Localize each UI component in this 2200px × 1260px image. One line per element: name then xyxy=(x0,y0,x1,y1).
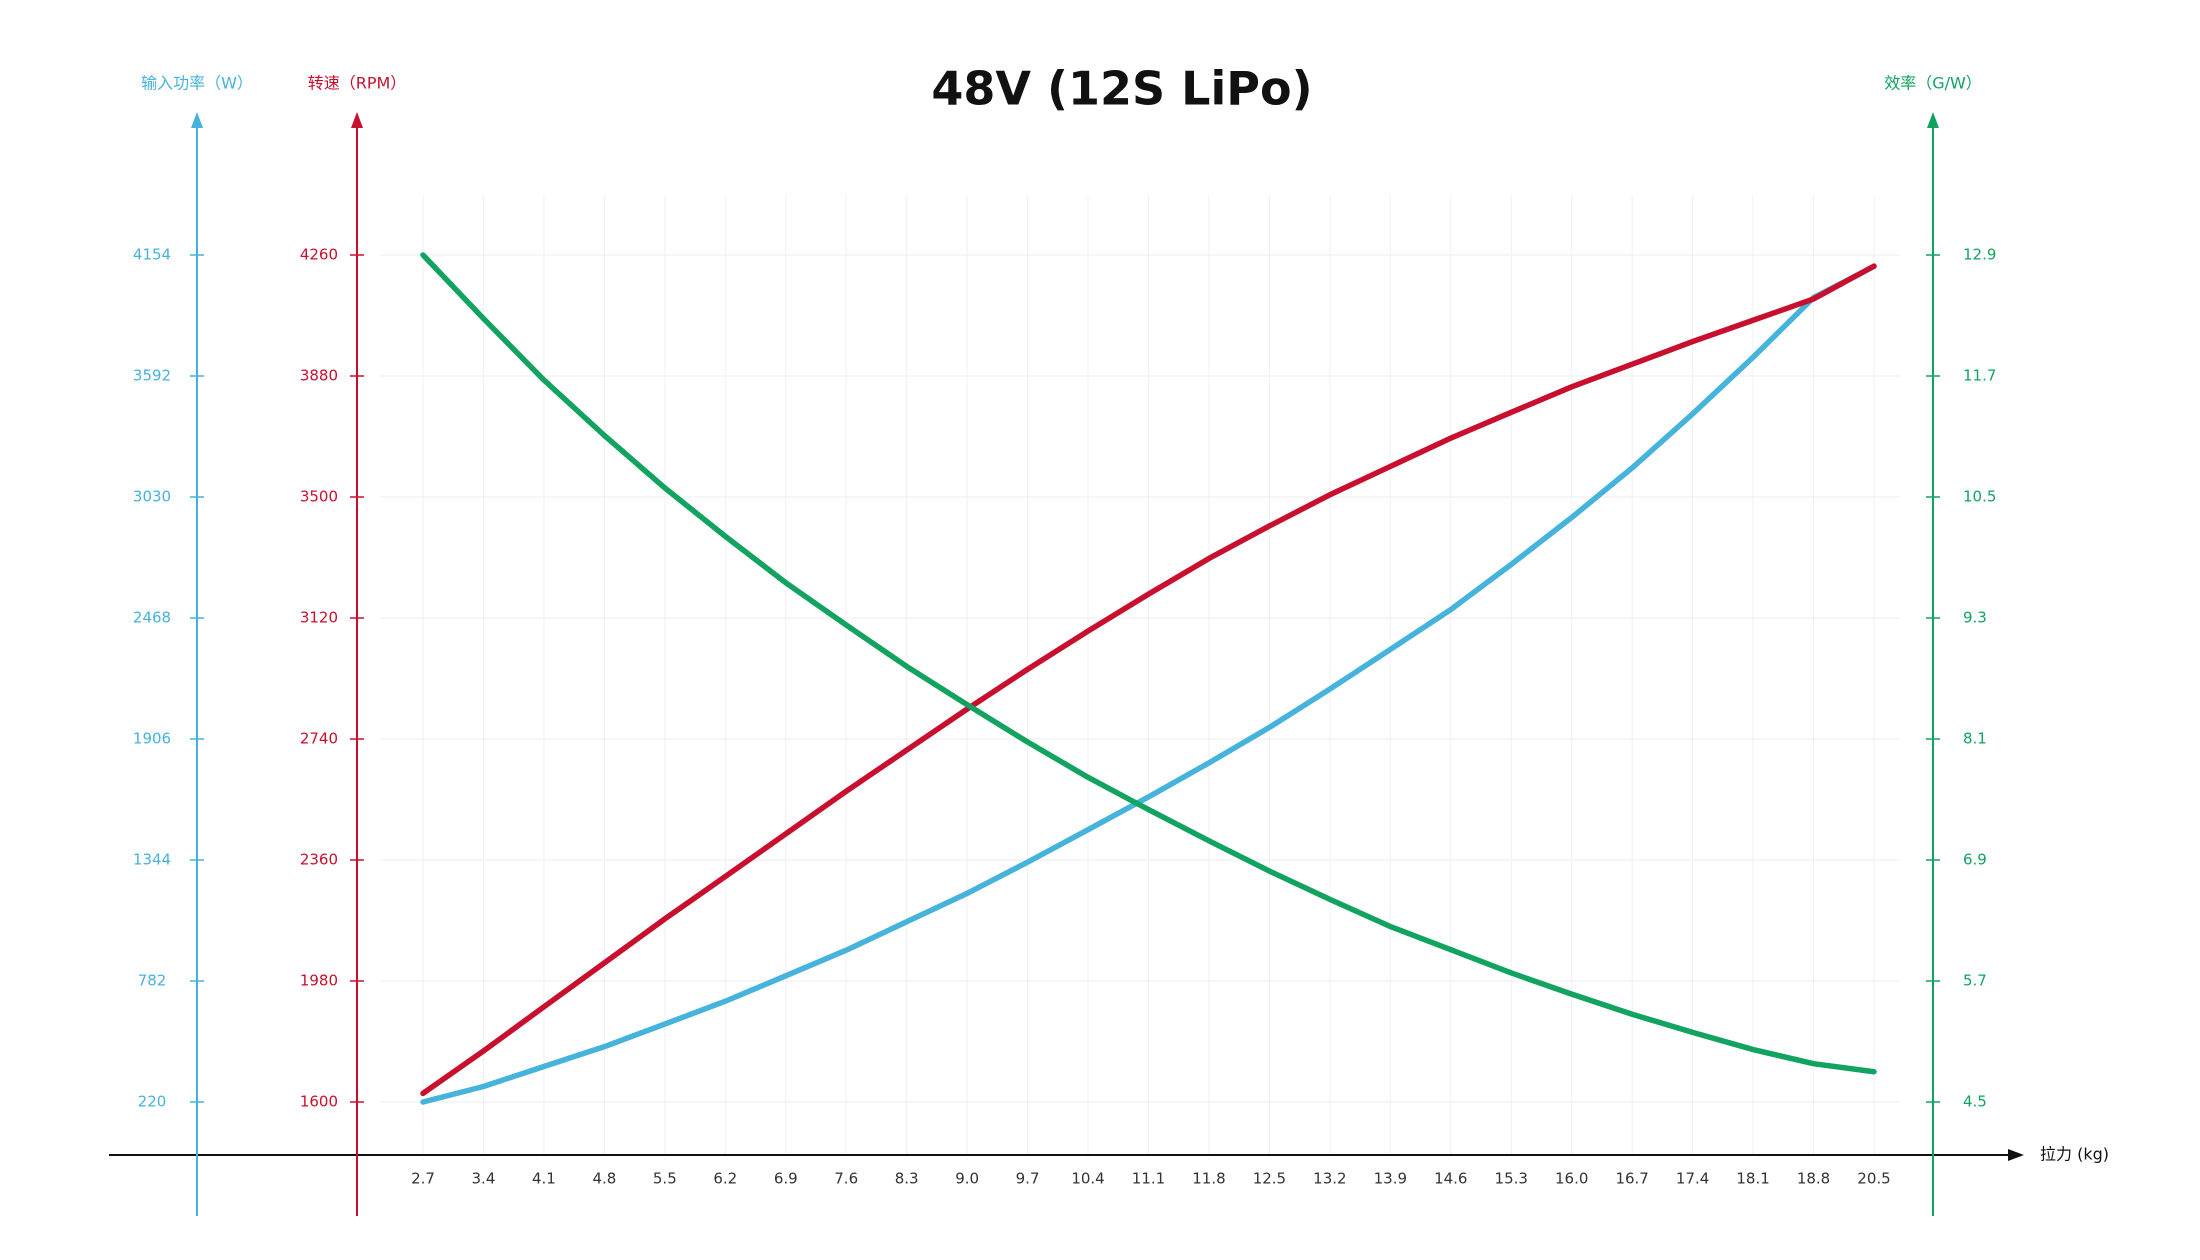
y-tick-label: 10.5 xyxy=(1963,488,1996,506)
x-tick-label: 9.7 xyxy=(1016,1170,1040,1188)
y-tick-label: 1344 xyxy=(133,851,171,869)
x-tick-label: 9.0 xyxy=(955,1170,979,1188)
y-axis-arrow xyxy=(351,112,363,128)
x-tick-label: 18.8 xyxy=(1797,1170,1830,1188)
x-tick-label: 4.1 xyxy=(532,1170,556,1188)
y-tick-label: 3592 xyxy=(133,367,171,385)
y-tick-label: 2468 xyxy=(133,609,171,627)
y-tick-label: 4154 xyxy=(133,246,171,264)
y-tick-label: 3500 xyxy=(300,488,338,506)
series-line xyxy=(420,263,1877,1105)
y-tick-label: 2360 xyxy=(300,851,338,869)
y-axis-arrow xyxy=(1927,112,1939,128)
y-tick-label: 3030 xyxy=(133,488,171,506)
chart-title: 48V (12S LiPo) xyxy=(931,62,1312,116)
y-axis-label: 效率（G/W） xyxy=(1884,74,1982,93)
x-tick-label: 5.5 xyxy=(653,1170,677,1188)
y-tick-label: 5.7 xyxy=(1963,972,1987,990)
x-tick-label: 20.5 xyxy=(1857,1170,1890,1188)
y-tick-label: 9.3 xyxy=(1963,609,1987,627)
y-tick-label: 782 xyxy=(138,972,167,990)
y-tick-label: 1600 xyxy=(300,1093,338,1111)
x-tick-label: 13.2 xyxy=(1313,1170,1346,1188)
x-tick-label: 17.4 xyxy=(1676,1170,1709,1188)
x-tick-label: 14.6 xyxy=(1434,1170,1467,1188)
y-tick-label: 3120 xyxy=(300,609,338,627)
x-tick-label: 6.2 xyxy=(713,1170,737,1188)
x-tick-label: 11.1 xyxy=(1132,1170,1165,1188)
x-tick-label: 13.9 xyxy=(1374,1170,1407,1188)
x-tick-label: 15.3 xyxy=(1495,1170,1528,1188)
x-tick-label: 11.8 xyxy=(1192,1170,1225,1188)
x-tick-label: 2.7 xyxy=(411,1170,435,1188)
y-tick-label: 220 xyxy=(138,1093,167,1111)
y-tick-label: 3880 xyxy=(300,367,338,385)
y-tick-label: 4.5 xyxy=(1963,1093,1987,1111)
x-tick-label: 18.1 xyxy=(1736,1170,1769,1188)
y-axis-arrow xyxy=(191,112,203,128)
x-tick-label: 4.8 xyxy=(592,1170,616,1188)
x-tick-label: 10.4 xyxy=(1071,1170,1104,1188)
x-tick-label: 6.9 xyxy=(774,1170,798,1188)
series-line xyxy=(420,252,1877,1075)
x-tick-label: 8.3 xyxy=(895,1170,919,1188)
x-axis-label: 拉力 (kg) xyxy=(2040,1145,2109,1164)
x-tick-label: 16.0 xyxy=(1555,1170,1588,1188)
series-line xyxy=(420,263,1877,1097)
x-tick-label: 12.5 xyxy=(1253,1170,1286,1188)
x-tick-label: 7.6 xyxy=(834,1170,858,1188)
y-tick-label: 4260 xyxy=(300,246,338,264)
x-tick-label: 3.4 xyxy=(472,1170,496,1188)
x-axis-arrow xyxy=(2008,1149,2024,1161)
y-tick-label: 8.1 xyxy=(1963,730,1987,748)
y-tick-label: 2740 xyxy=(300,730,338,748)
y-tick-label: 6.9 xyxy=(1963,851,1987,869)
y-tick-label: 11.7 xyxy=(1963,367,1996,385)
y-axis-label: 输入功率（W） xyxy=(141,74,253,93)
y-tick-label: 1906 xyxy=(133,730,171,748)
x-tick-label: 16.7 xyxy=(1615,1170,1648,1188)
y-axis-label: 转速（RPM） xyxy=(308,74,407,93)
y-tick-label: 12.9 xyxy=(1963,246,1996,264)
y-tick-label: 1980 xyxy=(300,972,338,990)
